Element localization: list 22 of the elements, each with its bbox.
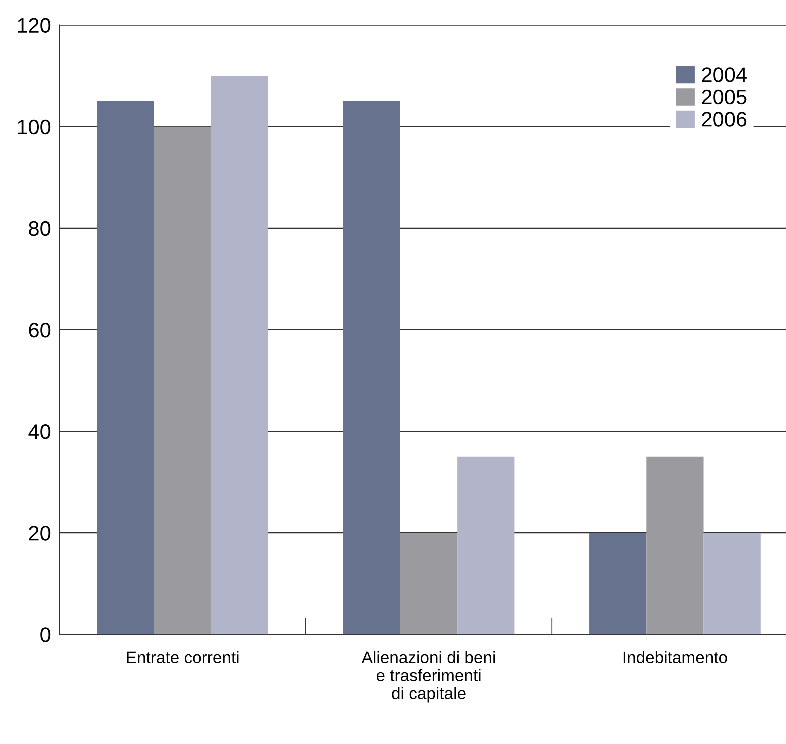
bar xyxy=(211,76,269,635)
y-tick-label: 80 xyxy=(29,221,51,236)
x-tick-label: Alienazioni di beni e trasferimenti di capitale xyxy=(362,651,496,703)
bar xyxy=(154,126,212,635)
legend-label: 2004 xyxy=(702,68,747,82)
y-tick-label: 0 xyxy=(40,628,51,642)
legend-label: 2005 xyxy=(702,90,747,105)
bar xyxy=(458,456,515,635)
x-tick-label: Indebitamento xyxy=(624,651,728,664)
bar xyxy=(343,101,400,635)
y-tick-label: 120 xyxy=(18,18,51,34)
bar xyxy=(590,533,647,635)
bar xyxy=(97,101,154,635)
y-tick-label: 100 xyxy=(18,120,51,135)
legend-label: 2006 xyxy=(702,112,747,127)
y-tick-label: 40 xyxy=(28,424,51,440)
x-tick-label: Entrate correnti xyxy=(127,651,239,664)
bar xyxy=(400,533,458,635)
bar xyxy=(646,456,704,635)
y-tick-label: 20 xyxy=(29,526,51,541)
y-tick-label: 60 xyxy=(29,322,51,338)
bar xyxy=(704,533,761,635)
